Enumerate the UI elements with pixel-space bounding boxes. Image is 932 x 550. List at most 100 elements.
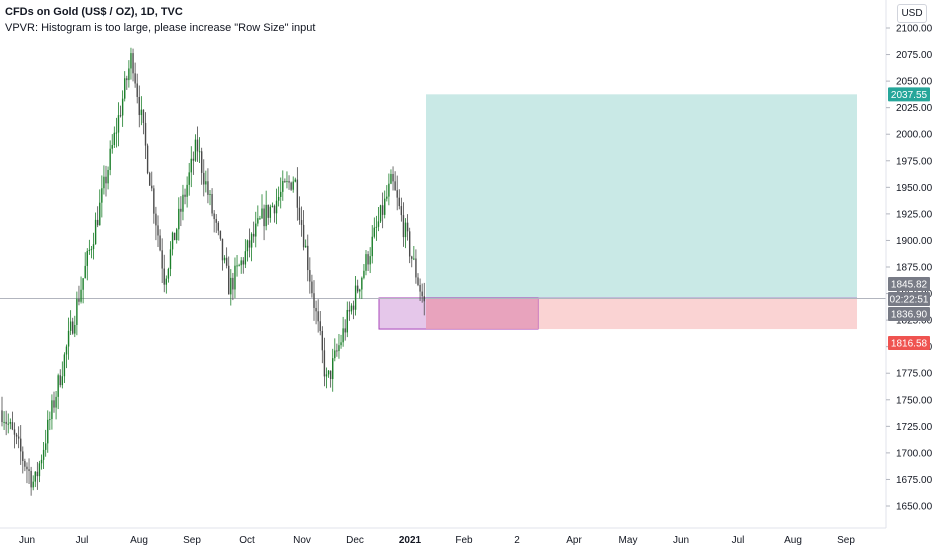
candle-body [250,233,253,248]
candle-body [146,145,149,174]
candle-body [309,270,311,282]
candle-body [194,139,197,161]
candle-body [182,194,184,212]
target-price-label-bg [888,87,930,102]
candle-body [74,324,76,334]
candle-body [275,200,278,214]
candle-body [390,173,392,184]
candle-body [377,221,380,227]
candle-body [173,232,176,241]
candle-body [113,132,116,146]
price-tick-label: 1825.00 [896,316,932,327]
candle-body [99,202,101,226]
price-tick-label: 2075.00 [896,50,932,61]
candle-body [72,321,74,334]
time-tick-label: Aug [784,535,802,546]
price-tick-label: 2100.00 [896,24,932,35]
candle-body [259,218,261,220]
candle-body [15,434,18,437]
candle-body [223,257,226,261]
time-tick-label: Jun [673,535,689,546]
candle-body [203,172,205,185]
candle-body [213,213,215,220]
candle-body [117,115,120,133]
candle-body [176,229,178,241]
profit-zone[interactable] [426,94,857,298]
candle-body [315,307,317,312]
price-tick-label: 1725.00 [896,422,932,433]
candle-body [109,148,111,170]
candle-body [346,309,348,333]
stop-price-label-bg [888,336,930,351]
candle-body [384,198,386,215]
candle-body [300,220,303,225]
candle-body [17,436,20,439]
candle-body [352,305,355,310]
candle-body [248,240,251,248]
candle-body [398,197,400,207]
candle-body [57,375,59,397]
time-tick-label: Aug [130,535,148,546]
candle-body [51,400,53,420]
candle-body [282,180,284,192]
candle-body [413,258,415,260]
candle-body [157,225,159,236]
indicator-warning[interactable]: VPVR: Histogram is too large, please inc… [5,22,316,34]
candle-body [161,250,163,269]
candle-body [400,206,403,216]
chart-title[interactable]: CFDs on Gold (US$ / OZ), 1D, TVC [5,6,183,18]
candle-body [336,350,338,352]
candle-body [394,181,396,191]
candle-body [190,158,192,173]
candle-body [319,321,321,332]
currency-button[interactable]: USD [897,4,927,23]
candle-body [13,429,16,435]
time-tick-label: 2021 [399,535,422,546]
candle-body [261,208,263,219]
candle-body [363,270,365,278]
candle-body [238,265,240,267]
candle-body [419,284,421,292]
candle-body [1,410,3,423]
candle-body [209,194,211,196]
candle-body [40,459,43,464]
candle-body [240,260,242,266]
candle-body [369,256,371,265]
price-tick-label: 1950.00 [896,183,932,194]
candle-body [217,222,220,231]
candle-body [88,249,91,251]
candle-body [155,213,157,226]
stop-price-label: 1816.58 [891,339,928,350]
candle-body [381,205,384,215]
candle-body [350,305,353,312]
candle-body [344,328,346,333]
candle-body [26,466,28,470]
candle-body [296,179,299,208]
candle-body [186,184,188,197]
candle-body [340,342,342,346]
price-tick-label: 1650.00 [896,502,932,513]
candle-body [196,139,199,152]
candle-body [273,205,276,214]
candle-body [232,277,234,290]
price-tick-label: 2025.00 [896,103,932,114]
candle-body [327,370,330,375]
candle-body [277,196,280,201]
candle-body [84,265,86,279]
candle-body [30,470,32,488]
candle-body [134,73,136,84]
candle-body [230,277,232,295]
candle-body [207,181,209,195]
candle-body [392,173,394,182]
candle-body [9,422,12,424]
candle-body [47,419,49,444]
candle-body [263,208,265,227]
candle-body [94,219,97,245]
candle-body [169,249,172,269]
candle-body [22,451,24,462]
time-tick-label: 2 [514,535,520,546]
price-tick-label: 2000.00 [896,130,932,141]
candle-body [130,53,132,69]
candle-body [367,254,369,265]
